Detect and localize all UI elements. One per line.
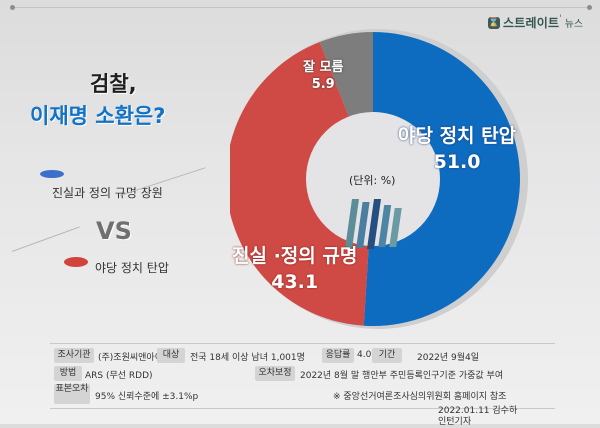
survey-info-table: 조사기관 (주)조원씨앤아이 대상 전국 18세 이상 남녀 1,001명 응답… <box>50 343 555 409</box>
corner-dot <box>10 5 15 10</box>
label-unknown: 잘 모름 5.9 <box>303 59 343 93</box>
legend-red-swatch <box>64 257 88 267</box>
org-tag: 조사기관 <box>54 348 94 363</box>
credit: 2022.01.11 김수하 인턴기자 <box>438 406 517 428</box>
label-opposition-name: 야당 정치 탄압 <box>398 125 517 147</box>
weight-tag: 오차보정 <box>255 366 295 381</box>
source-note: ※ 중앙선거여론조사심의위원회 홈페이지 참조 <box>333 392 507 402</box>
error-tag: 표본오차 <box>54 384 90 404</box>
corner-dot <box>587 5 592 10</box>
rate-value: 4.0% <box>357 350 380 360</box>
logo-text: 스트레이트 <box>503 16 560 30</box>
logo-accent: ' <box>559 13 562 24</box>
legend-blue-swatch <box>40 170 64 178</box>
hourglass-icon: ⌛ <box>488 16 500 29</box>
error-value: 95% 신뢰수준에 ±3.1%p <box>95 392 199 402</box>
segment-opposition-oppression <box>363 32 521 327</box>
label-unknown-value: 5.9 <box>311 77 335 92</box>
method-value: ARS (무선 RDD) <box>85 371 153 381</box>
label-truth-name: 진실 ·정의 규명 <box>232 245 358 267</box>
unit-label: (단위: %) <box>349 174 396 187</box>
label-truth-value: 43.1 <box>271 271 319 293</box>
rate-tag: 응답률 <box>322 348 354 363</box>
target-value: 전국 18세 이상 남녀 1,001명 <box>190 353 305 363</box>
label-unknown-name: 잘 모름 <box>303 60 344 75</box>
donut-chart <box>230 29 528 329</box>
donut-hole <box>306 112 440 246</box>
bar-graphic-icon <box>344 199 402 249</box>
segment-truth-justice <box>230 41 373 326</box>
label-opposition-value: 51.0 <box>433 151 481 173</box>
target-tag: 대상 <box>157 348 185 363</box>
title-line-2: 이재명 소환은? <box>30 104 166 128</box>
label-opposition: 야당 정치 탄압 51.0 <box>398 123 516 175</box>
period-tag: 기간 <box>372 348 402 363</box>
vs-label: VS <box>96 217 132 245</box>
weight-value: 2022년 8월 말 행안부 주민등록인구기준 가중값 부여 <box>300 371 504 381</box>
label-truth: 진실 ·정의 규명 43.1 <box>232 243 357 295</box>
org-value: (주)조원씨앤아이 <box>98 353 163 363</box>
legend-item-2-label: 야당 정치 탄압 <box>95 261 169 275</box>
credit-date-author: 2022.01.11 김수하 <box>438 406 518 416</box>
divider-line <box>11 226 80 252</box>
credit-role: 인턴기자 <box>438 417 472 427</box>
title-line-1: 검찰, <box>90 72 137 96</box>
top-divider <box>12 7 590 8</box>
logo-sub: 뉴스 <box>564 19 584 30</box>
method-tag: 방법 <box>54 366 82 381</box>
brand-logo: ⌛ 스트레이트 ' 뉴스 <box>488 14 583 31</box>
period-value: 2022년 9월4일 <box>417 353 480 363</box>
